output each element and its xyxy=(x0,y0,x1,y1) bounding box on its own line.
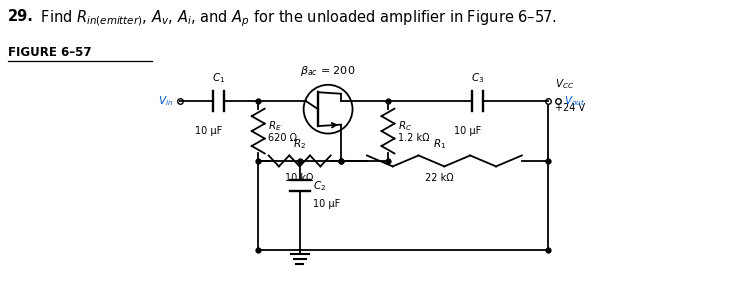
Text: 1.2 kΩ: 1.2 kΩ xyxy=(398,133,430,143)
Text: 620 Ω: 620 Ω xyxy=(268,133,297,143)
Text: $V_{in}$: $V_{in}$ xyxy=(158,94,173,108)
Text: $V_{CC}$: $V_{CC}$ xyxy=(555,77,574,91)
Text: Find $R_{in(emitter)}$, $A_v$, $A_i$, and $A_p$ for the unloaded amplifier in Fi: Find $R_{in(emitter)}$, $A_v$, $A_i$, an… xyxy=(36,9,556,29)
Text: 10 μF: 10 μF xyxy=(313,199,340,209)
Text: +24 V: +24 V xyxy=(555,103,585,113)
Text: $R_1$: $R_1$ xyxy=(433,137,446,151)
Text: 22 kΩ: 22 kΩ xyxy=(425,173,453,183)
Text: $C_3$: $C_3$ xyxy=(471,72,485,85)
Text: 10 μF: 10 μF xyxy=(195,126,222,136)
Text: $R_E$: $R_E$ xyxy=(268,119,282,133)
Text: 10 μF: 10 μF xyxy=(454,126,482,136)
Text: $C_1$: $C_1$ xyxy=(212,72,225,85)
Text: FIGURE 6–57: FIGURE 6–57 xyxy=(7,47,91,59)
Text: $C_2$: $C_2$ xyxy=(313,179,326,193)
Text: 10 kΩ: 10 kΩ xyxy=(285,173,314,183)
Text: $\beta_{ac}$ = 200: $\beta_{ac}$ = 200 xyxy=(300,64,356,78)
Text: $V_{out}$: $V_{out}$ xyxy=(564,94,585,108)
Text: $R_2$: $R_2$ xyxy=(293,137,306,151)
Text: $R_C$: $R_C$ xyxy=(398,119,412,133)
Text: 29.: 29. xyxy=(7,9,33,24)
